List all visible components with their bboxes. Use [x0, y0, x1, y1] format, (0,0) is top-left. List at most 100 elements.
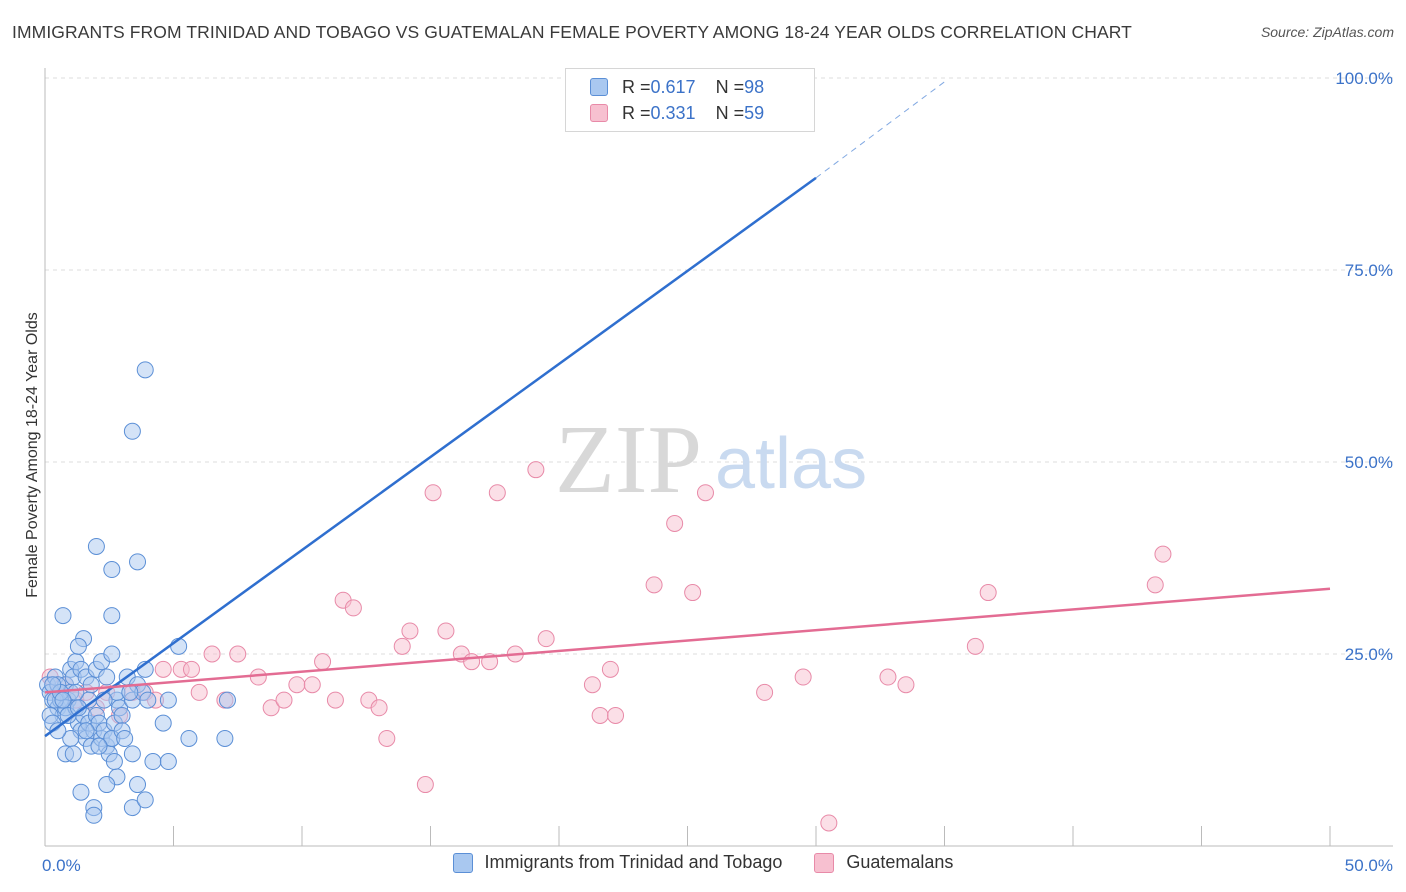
guatemalan-point	[979, 584, 997, 602]
trinidad-trend-extension	[815, 81, 945, 179]
legend-swatch-pink	[814, 852, 835, 873]
guatemalan-point	[344, 599, 362, 617]
trend-lines	[44, 81, 1331, 738]
guatemalan-point	[1154, 545, 1172, 563]
tick-labels: 25.0% 50.0% 75.0% 100.0% 0.0% 50.0%	[42, 69, 1393, 875]
trinidad-point	[136, 791, 154, 809]
guatemalan-point	[756, 683, 774, 701]
legend-label: Guatemalans	[846, 852, 954, 872]
source-label: Source: ZipAtlas.com	[1260, 24, 1394, 40]
guatemalan-point	[370, 699, 388, 717]
trinidad-point	[49, 722, 67, 740]
guatemalan-point	[182, 660, 200, 678]
guatemalan-point	[463, 653, 481, 671]
trinidad-point	[139, 691, 157, 709]
guatemalan-point	[607, 706, 625, 724]
guatemalan-point	[416, 776, 434, 794]
guatemalan-point	[591, 706, 609, 724]
trinidad-point	[77, 722, 95, 740]
guatemalan-point	[645, 576, 663, 594]
y-tick-label: 75.0%	[1345, 261, 1393, 280]
guatemalan-point	[488, 484, 506, 502]
legend-r-label: R =	[622, 76, 651, 97]
trinidad-point	[123, 799, 141, 817]
trinidad-point	[144, 753, 162, 771]
legend-swatch-pink	[590, 104, 608, 122]
series-legend: Immigrants from Trinidad and Tobago Guat…	[0, 852, 1406, 873]
trinidad-point	[180, 729, 198, 747]
guatemalan-point	[601, 660, 619, 678]
gridlines	[45, 77, 1393, 655]
legend-item-trinidad: Immigrants from Trinidad and Tobago	[452, 852, 783, 873]
guatemalan-point	[393, 637, 411, 655]
watermark-atlas: atlas	[715, 424, 867, 504]
legend-item-guatemalans: Guatemalans	[814, 852, 953, 873]
trinidad-point	[72, 783, 90, 801]
guatemalan-point	[303, 676, 321, 694]
legend-row-guatemalans: R = 0.331 N = 59	[590, 101, 764, 125]
trinidad-point	[113, 706, 131, 724]
trinidad-point	[98, 668, 116, 686]
legend-n-value: 59	[744, 102, 765, 123]
guatemalan-point	[203, 645, 221, 663]
legend-r-label: R =	[622, 102, 651, 123]
trinidad-point	[54, 607, 72, 625]
guatemalan-point	[666, 514, 684, 532]
legend-row-trinidad: R = 0.617 N = 98	[590, 75, 764, 99]
guatemalan-point	[326, 691, 344, 709]
y-tick-label: 100.0%	[1335, 69, 1393, 88]
guatemalan-point	[249, 668, 267, 686]
chart-title: IMMIGRANTS FROM TRINIDAD AND TOBAGO VS G…	[12, 22, 1132, 42]
guatemalan-point	[154, 660, 172, 678]
legend-swatch-blue	[590, 78, 608, 96]
watermark-zip: ZIP	[555, 406, 702, 514]
guatemalan-point	[897, 676, 915, 694]
trinidad-point	[103, 607, 121, 625]
guatemalan-point	[527, 461, 545, 479]
trinidad-point	[136, 361, 154, 379]
trinidad-point	[87, 537, 105, 555]
trinidad-point	[85, 806, 103, 824]
trinidad-point	[103, 561, 121, 579]
legend-r-value: 0.331	[650, 102, 696, 123]
guatemalan-point	[537, 630, 555, 648]
legend-label: Immigrants from Trinidad and Tobago	[484, 852, 783, 872]
trinidad-point	[90, 737, 108, 755]
trinidad-point	[129, 776, 147, 794]
y-tick-label: 25.0%	[1345, 645, 1393, 664]
guatemalan-trend-line	[44, 587, 1331, 694]
guatemalan-point	[794, 668, 812, 686]
legend-n-label: N =	[715, 76, 745, 97]
legend-swatch-blue	[452, 852, 473, 873]
guatemalan-point	[696, 484, 714, 502]
correlation-legend: R = 0.617 N = 98 R = 0.331 N = 59	[565, 68, 815, 132]
guatemalan-point	[288, 676, 306, 694]
legend-n-label: N =	[715, 102, 745, 123]
guatemalan-point	[275, 691, 293, 709]
trinidad-point	[129, 553, 147, 571]
guatemalan-point	[583, 676, 601, 694]
guatemalan-point	[314, 653, 332, 671]
trinidad-trend-line	[44, 176, 817, 738]
guatemalan-point	[262, 699, 280, 717]
guatemalan-point	[437, 622, 455, 640]
trinidad-point	[105, 753, 123, 771]
y-tick-label: 50.0%	[1345, 453, 1393, 472]
guatemalan-point	[424, 484, 442, 502]
x-tick-label: 0.0%	[42, 856, 81, 875]
trinidad-point	[159, 691, 177, 709]
trinidad-point	[98, 776, 116, 794]
legend-r-value: 0.617	[650, 76, 696, 97]
trinidad-point	[69, 699, 87, 717]
guatemalan-point	[401, 622, 419, 640]
guatemalan-point	[820, 814, 838, 832]
guatemalan-point	[966, 637, 984, 655]
trinidad-point	[216, 729, 234, 747]
trinidad-point	[154, 714, 172, 732]
trinidad-point	[103, 645, 121, 663]
guatemalan-point	[1146, 576, 1164, 594]
guatemalan-point	[879, 668, 897, 686]
watermark: ZIP atlas	[555, 406, 867, 514]
legend-n-value: 98	[744, 76, 765, 97]
trinidad-point	[123, 422, 141, 440]
